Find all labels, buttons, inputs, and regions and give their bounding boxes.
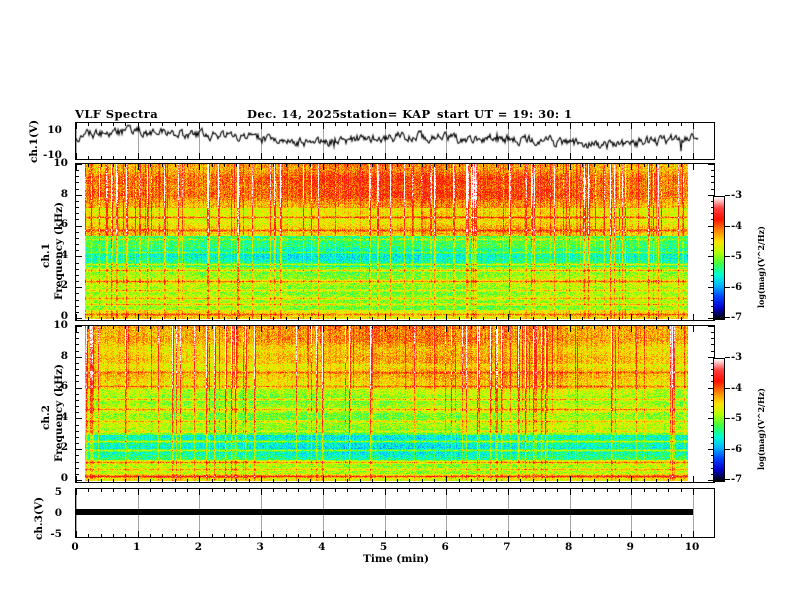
ch2-colorbar-tickmark xyxy=(725,448,730,450)
x-tick-2: 2 xyxy=(194,541,203,553)
station-label: station= KAP xyxy=(340,107,431,121)
ch3-ytick-0: 0 xyxy=(54,507,62,519)
ch2-colorbar xyxy=(713,358,725,482)
ch1-colorbar-tick-neg6: -6 xyxy=(731,281,743,293)
ch1-spectrogram-ytick-6: 6 xyxy=(60,218,68,231)
ch1-ytick-neg10: -10 xyxy=(43,149,62,161)
ch2-colorbar-tickmark xyxy=(725,418,730,420)
ch1-spectrogram-ytick-2: 2 xyxy=(60,279,68,292)
ch1-colorbar-label: log(mag)(V^2/Hz) xyxy=(756,226,766,308)
x-axis-label: Time (min) xyxy=(363,553,429,565)
ch1-spectrogram-ytick-4: 4 xyxy=(60,248,68,261)
x-tick-4: 4 xyxy=(318,541,326,553)
ch2-colorbar-tick-neg6: -6 xyxy=(731,443,743,455)
ch3-saturated-band xyxy=(76,509,693,515)
ch1-colorbar-tick-neg4: -4 xyxy=(731,220,743,232)
ch1-colorbar-tickmark xyxy=(725,225,730,227)
ch3-waveform-panel xyxy=(75,488,715,538)
x-tick-3: 3 xyxy=(256,541,264,553)
ch3-ytick-neg5: -5 xyxy=(50,528,62,540)
ch3-ytick-5: 5 xyxy=(54,486,62,498)
x-tick-0: 0 xyxy=(71,541,79,553)
ch1-spectrogram-ytick-0: 0 xyxy=(60,310,68,322)
x-tick-5: 5 xyxy=(379,541,388,553)
ch1-colorbar xyxy=(713,196,725,320)
ch1-spectrogram-ytick-10: 10 xyxy=(53,157,68,169)
ch2-spectrogram-panel xyxy=(75,325,715,483)
ch1-colorbar-tick-neg3: -3 xyxy=(731,190,743,201)
x-tick-8: 8 xyxy=(564,541,573,553)
ch2-spectrogram-ytick-10: 10 xyxy=(53,319,68,331)
ch1-colorbar-tickmark xyxy=(725,286,730,288)
ch2-spectrogram-ytick-2: 2 xyxy=(60,441,68,454)
chart-header: VLF Spectra Dec. 14, 2025 station= KAP s… xyxy=(0,107,792,123)
ch2-spectrogram-ytick-8: 8 xyxy=(60,349,68,362)
ch1-waveform-axis-label: ch.1(V) xyxy=(28,119,40,163)
x-tick-7: 7 xyxy=(503,541,511,553)
ch1-colorbar-tick-neg5: -5 xyxy=(731,251,743,262)
ch2-spectrogram-ytick-6: 6 xyxy=(60,380,68,393)
chart-date: Dec. 14, 2025 xyxy=(247,107,341,121)
ch1-colorbar-tick-neg7: -7 xyxy=(731,312,743,323)
ch1-colorbar-tickmark xyxy=(725,317,730,319)
x-tick-1: 1 xyxy=(133,541,141,553)
ch2-colorbar-tick-neg5: -5 xyxy=(731,413,743,424)
ch2-colorbar-label: log(mag)(V^2/Hz) xyxy=(756,388,766,470)
ch2-spectrogram-ytick-0: 0 xyxy=(60,472,68,484)
x-tick-6: 6 xyxy=(441,541,449,553)
ch2-spectrogram-image xyxy=(85,326,702,481)
ch1-waveform-panel xyxy=(75,122,715,160)
ch1-colorbar-tickmark xyxy=(725,256,730,258)
ch1-spectrogram-panel xyxy=(75,163,715,321)
ch2-colorbar-tick-neg4: -4 xyxy=(731,382,743,394)
ch2-spectrogram-ytick-4: 4 xyxy=(60,410,68,423)
ch2-colorbar-tick-neg7: -7 xyxy=(731,474,743,485)
x-tick-9: 9 xyxy=(626,541,634,553)
ch2-colorbar-tickmark xyxy=(725,479,730,481)
ch2-colorbar-tickmark xyxy=(725,357,730,359)
ch2-colorbar-tick-neg3: -3 xyxy=(731,352,743,363)
ch1-spectrogram-ytick-8: 8 xyxy=(60,187,68,200)
x-tick-10: 10 xyxy=(684,541,700,553)
ch1-waveform-trace xyxy=(76,123,713,158)
ch2-colorbar-tickmark xyxy=(725,387,730,389)
start-ut-label: start UT = 19: 30: 1 xyxy=(437,107,573,121)
chart-title: VLF Spectra xyxy=(75,107,159,121)
ch1-colorbar-tickmark xyxy=(725,195,730,197)
ch1-ytick-10: 10 xyxy=(47,124,62,136)
ch1-spectrogram-image xyxy=(85,164,702,319)
